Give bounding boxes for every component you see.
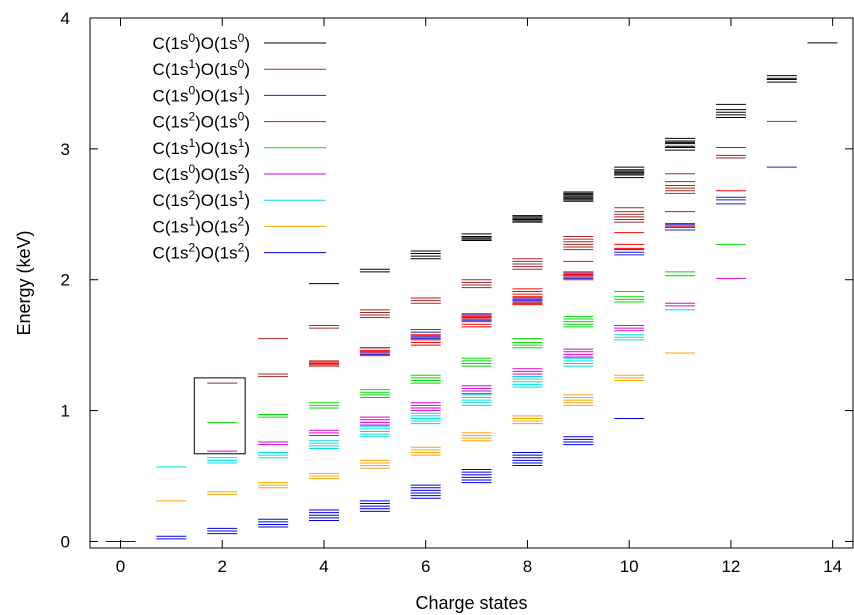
y-tick-label: 1	[61, 402, 70, 421]
legend-label: C(1s2)O(1s0)	[153, 110, 250, 132]
legend-label: C(1s0)O(1s2)	[153, 162, 250, 184]
highlight-box	[193, 377, 246, 455]
y-tick-label: 0	[61, 532, 70, 551]
y-tick-label: 3	[61, 140, 70, 159]
legend-label: C(1s1)O(1s0)	[153, 57, 250, 79]
energy-levels	[105, 42, 838, 542]
y-axis-title: Energy (keV)	[14, 230, 34, 335]
x-tick-label: 6	[421, 557, 430, 576]
x-tick-label: 12	[721, 557, 740, 576]
y-tick-label: 4	[61, 9, 70, 28]
legend-label: C(1s1)O(1s2)	[153, 214, 250, 236]
x-tick-label: 4	[319, 557, 328, 576]
legend-label: C(1s0)O(1s0)	[153, 31, 250, 53]
plot-frame	[89, 17, 854, 549]
x-tick-label: 14	[823, 557, 842, 576]
legend-label: C(1s2)O(1s1)	[153, 188, 250, 210]
x-tick-label: 8	[523, 557, 532, 576]
x-tick-label: 0	[116, 557, 125, 576]
legend: C(1s0)O(1s0) C(1s1)O(1s0) C(1s0)O(1s1) C(1s…	[153, 31, 326, 263]
x-tick-label: 10	[620, 557, 639, 576]
y-tick-label: 2	[61, 271, 70, 290]
legend-label: C(1s1)O(1s1)	[153, 136, 250, 158]
legend-label: C(1s2)O(1s2)	[153, 241, 250, 263]
legend-label: C(1s0)O(1s1)	[153, 83, 250, 105]
x-axis-title: Charge states	[415, 593, 527, 613]
x-tick-label: 2	[218, 557, 227, 576]
